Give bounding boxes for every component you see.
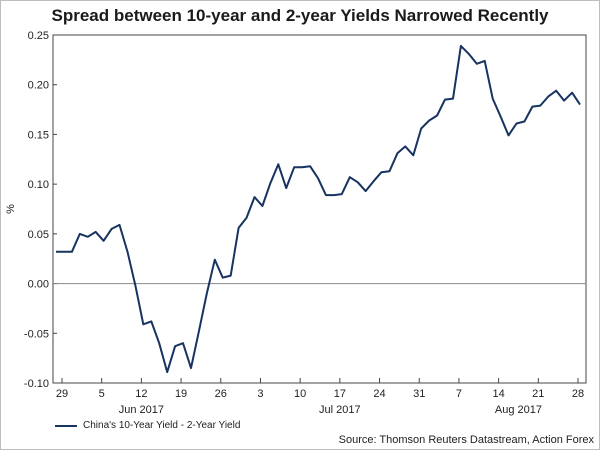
x-tick-label: 7 [456,388,462,400]
y-tick-label: 0.20 [28,80,49,92]
x-tick-label: 5 [99,388,105,400]
y-axis-label: % [5,204,17,214]
legend: China's 10-Year Yield - 2-Year Yield [55,420,240,431]
x-tick-label: 26 [215,388,227,400]
y-tick-label: -0.10 [24,378,49,390]
month-label: Aug 2017 [495,404,542,416]
x-tick-label: 28 [572,388,584,400]
source-note: Source: Thomson Reuters Datastream, Acti… [338,434,594,446]
x-tick-label: 17 [334,388,346,400]
x-tick-label: 31 [413,388,425,400]
x-tick-label: 24 [373,388,385,400]
y-tick-label: 0.05 [28,229,49,241]
legend-label: China's 10-Year Yield - 2-Year Yield [83,420,241,431]
x-tick-label: 12 [135,388,147,400]
plot-area [52,34,587,384]
series-layer [56,44,581,374]
y-tick-label: 0.00 [28,279,49,291]
x-tick-label: 10 [294,388,306,400]
x-tick-label: 21 [532,388,544,400]
month-label: Jul 2017 [319,404,361,416]
x-tick-label: 14 [492,388,504,400]
month-label: Jun 2017 [119,404,164,416]
series-line [56,44,581,374]
legend-swatch [55,424,77,427]
x-tick-label: 3 [257,388,263,400]
x-tick-label: 19 [175,388,187,400]
y-tick-label: -0.05 [24,328,49,340]
chart-title: Spread between 10-year and 2-year Yields… [51,6,549,25]
x-axis: 29 5 12 19 26 3 10 17 24 31 7 14 21 28 Jun 2017 Jul 201… [56,378,584,416]
y-tick-label: 0.10 [28,179,49,191]
y-axis: 0.25 0.20 0.15 0.10 0.05 0.00 -0.05 -0.10 [24,30,587,390]
y-tick-label: 0.15 [28,129,49,141]
y-tick-label: 0.25 [28,30,49,42]
x-tick-label: 29 [56,388,68,400]
